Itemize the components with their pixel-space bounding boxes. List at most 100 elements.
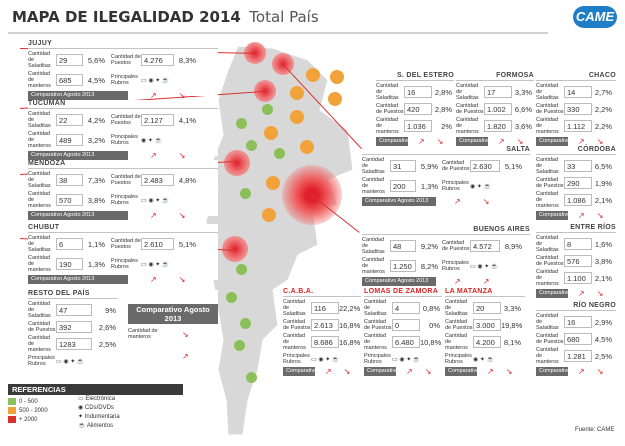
row-4: Comparativo Agosto 2013 ↗ ↘ [536,289,616,314]
province-name: ENTRE RÍOS [570,224,616,231]
rubros-icons: ▭ ◉ ✦ ☕ [311,356,340,363]
row-3: Cantidad de manteros 6.480 10,8% [364,333,442,351]
trend-down-icon: ↘ [596,137,604,146]
pct-saladitas: 1,1% [87,239,105,249]
province-name: FORMOSA [496,72,534,79]
pct-manteros: 10,8% [420,337,442,347]
rubros-icons: ▭ ◉ ✦ ☕ [141,261,170,268]
pct-manteros: 2,5% [98,339,116,349]
trend-up-icon: ↗ [454,277,461,286]
row-3: Comparativo Agosto 2013 ↗ ↘ [362,197,530,206]
label-manteros: Cantidad de manteros [28,191,51,209]
panel-row-1: Cantidad de Saladitas 22 4,2% Cantidad d… [28,111,218,129]
row-5: Comparativo Agosto 2013 ↗ ↘ [283,367,361,392]
panel-formosa: FORMOSA Cantidad de Saladitas 17 3,3% Cant… [456,72,534,162]
trend-down-icon: ↘ [596,211,604,220]
row-1: Cantidad de Saladitas 17 3,3% [456,83,534,101]
trend-down-icon: ↘ [182,329,189,339]
map-dot-jujuy [244,42,266,64]
map-dot-green-6 [236,264,247,275]
panel-resto-del-pais: RESTO DEL PAÍS Cantidad de Saladitas 47 … [28,290,218,368]
trend-up-icon: ↗ [150,211,157,220]
pct-puestos: 4,8% [178,175,196,185]
label-puestos: Cantidad de Puestos [111,114,141,126]
value-puestos: 2.630 [470,160,500,172]
panel-divider [283,296,361,297]
value-manteros: 489 [56,134,83,146]
legend-range-1: 0 - 500 [8,398,78,407]
comparativo-label: Comparativo Agosto 2013 [362,197,436,206]
label-saladitas: Cantidad de Saladitas [283,299,306,317]
label-manteros: Cantidad de manteros [445,333,468,351]
pct-puestos: 8,3% [178,55,196,65]
row-1: Cantidad de Saladitas 4 0,8% [364,299,442,317]
resto-row-2: Cantidad de Puestos 392 2,6% [28,321,218,333]
label-puestos: Cantidad de Puestos [111,238,141,250]
map-dot-green-10 [246,372,257,383]
label-puestos: Cantidad de Puestos [536,177,564,189]
province-name: CHUBUT [28,224,60,231]
panel-divider [364,296,442,297]
label-manteros: Cantidad de manteros [456,117,479,135]
row-1: Cantidad de Saladitas 14 2,7% [536,83,616,101]
panel-cordoba: CÓRDOBA Cantidad de Saladitas 33 6,5% Cant… [536,146,616,236]
panel-row-1: Cantidad de Saladitas 6 1,1% Cantidad de… [28,235,218,253]
map-dot-mendoza [224,150,250,176]
resto-comp-row: Cantidad de manteros ↘ [128,328,218,340]
label-rubros: Principales Rubros [111,258,138,270]
pct-saladitas: 3,3% [514,87,532,97]
panel-row-3: Comparativo Agosto 2013 ↗ ↘ [28,151,218,160]
resto-row-3: Cantidad de manteros 1283 2,5% [28,335,218,353]
legend-rubros: ▭ Electrónica ◉ CDs/DVDs ✦ Indumentaria … [78,395,168,431]
swatch-orange [8,407,16,414]
map-dot-orange-4 [328,92,342,106]
pct-puestos: 19,8% [501,320,523,330]
panel-divider [445,296,525,297]
label-rubros: Principales Rubros [28,355,55,367]
pct-saladitas: 0,8% [422,303,440,313]
pct-puestos: 8,9% [504,241,522,251]
panel-divider [536,232,616,233]
pct-saladitas: 2,7% [594,87,612,97]
panel-divider [28,48,218,49]
panel-row-2: Cantidad de manteros 190 1,3% Principale… [28,255,218,273]
comparativo-label: Comparativo Agosto 2013 [28,91,128,100]
label-puestos: Cantidad de Puestos [28,321,56,333]
rubros-icons: ▭ ◉ ✦ ☕ [392,356,421,363]
label-manteros: Cantidad de manteros [536,117,559,135]
label-saladitas: Cantidad de Saladitas [536,157,559,175]
row-2: Cantidad de Puestos 290 1,9% [536,177,616,189]
value-manteros: 1.036 [404,120,432,132]
panel-chubut: CHUBUT Cantidad de Saladitas 6 1,1% Cant… [28,224,218,284]
row-1: Cantidad de Saladitas 116 22,2% [283,299,361,317]
trend-up-icon: ↗ [454,197,461,206]
rubros-icons: ◉ ✦ ☕ [473,356,495,363]
value-manteros: 200 [390,180,416,192]
legend-rubro-label: Indumentaria [84,414,120,420]
value-manteros: 570 [56,194,83,206]
trend-down-icon: ↘ [178,211,186,220]
pct-puestos: 4,1% [178,115,196,125]
trend-up-icon: ↗ [578,367,585,376]
label-manteros: Cantidad de manteros [536,269,559,287]
label-manteros: Cantidad de manteros [283,333,306,351]
province-name: S. DEL ESTERO [396,72,454,79]
monitor-icon: ▭ [78,396,86,402]
value-puestos: 4.276 [141,54,174,66]
came-logo: CAME [573,6,617,28]
panel-buenos-aires: BUENOS AIRES Cantidad de Saladitas 48 9,… [362,226,530,286]
map-dot-green-9 [234,340,245,351]
map-dot-green-8 [240,318,251,329]
map-dot-green-5 [240,188,251,199]
trend-down-icon: ↘ [178,275,186,284]
resto-row-1: Cantidad de Saladitas 47 9% [28,301,218,319]
pct-manteros: 8,1% [503,337,521,347]
trend-up-icon: ↗ [150,275,157,284]
label-puestos: Cantidad de Puestos [536,103,564,115]
trend-up-icon: ↗ [578,211,585,220]
row-1: Cantidad de Saladitas 16 2,9% [536,313,616,331]
rubros-icons: ▭ ◉ ✦ ☕ [56,358,85,365]
pct-manteros: 16,8% [339,337,361,347]
map-dot-tucuman [254,80,276,102]
pct-manteros: 2% [441,121,452,131]
